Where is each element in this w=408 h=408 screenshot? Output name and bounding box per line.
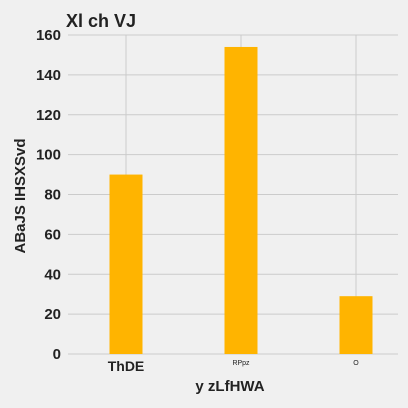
bars xyxy=(109,46,373,355)
y-tick-label: 140 xyxy=(36,67,61,84)
bar-RPpz xyxy=(224,46,258,355)
x-tick-label: RPpz xyxy=(232,360,250,367)
y-tick-label: 60 xyxy=(44,226,61,243)
y-tick-label: 0 xyxy=(53,346,61,363)
bar-ThDE xyxy=(109,174,143,354)
y-tick-label: 20 xyxy=(44,306,61,323)
x-tick-label: ThDE xyxy=(108,358,145,374)
x-tick-label: O xyxy=(353,360,359,367)
y-tick-labels: 0 20 40 60 80 100 120 140 160 xyxy=(36,27,61,363)
y-tick-label: 40 xyxy=(44,266,61,283)
x-tick-labels: ThDE RPpz O xyxy=(108,358,360,374)
y-axis-label: ABaJS IHSXSvd xyxy=(12,138,29,253)
chart-title: Xl ch VJ xyxy=(66,11,136,31)
y-tick-label: 100 xyxy=(36,147,61,164)
x-axis-label: y zLfHWA xyxy=(195,378,264,395)
y-tick-label: 160 xyxy=(36,27,61,44)
bar-O xyxy=(339,296,373,354)
y-tick-label: 120 xyxy=(36,107,61,124)
y-tick-label: 80 xyxy=(44,187,61,204)
